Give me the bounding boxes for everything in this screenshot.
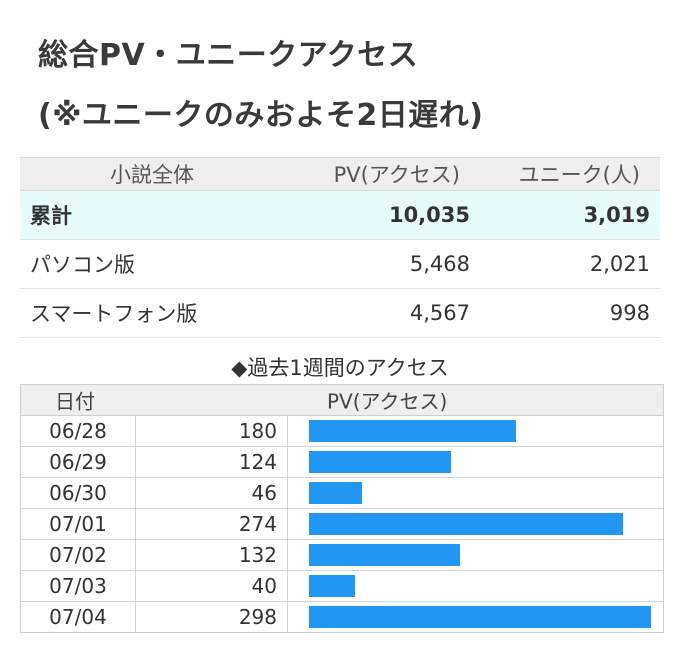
weekly-rows: 06/28 180 06/29 124 06/30 46 07/01 274 07/02 132 0…: [21, 416, 663, 632]
weekly-pv-bar: [309, 451, 451, 473]
weekly-title: ◆過去1週間のアクセス: [231, 356, 449, 380]
summary-row-pv: 4,567: [409, 301, 470, 325]
summary-header-pv: PV(アクセス): [333, 163, 460, 187]
weekly-pv-bar: [309, 606, 651, 628]
page-title: 総合PV・ユニークアクセス: [38, 38, 419, 73]
summary-header: 小説全体 PV(アクセス) ユニーク(人): [20, 157, 660, 191]
table-row: 07/03 40: [21, 571, 663, 602]
summary-row-unique: 998: [609, 301, 650, 325]
summary-row-unique: 2,021: [589, 252, 650, 276]
table-row: 06/28 180: [21, 416, 663, 447]
table-row: 06/30 46: [21, 478, 663, 509]
weekly-header: 日付 PV(アクセス): [21, 385, 663, 416]
weekly-pv-bar: [309, 544, 460, 566]
weekly-header-date: 日付: [55, 389, 95, 414]
table-row: 07/01 274: [21, 509, 663, 540]
summary-row-total: 累計 10,035 3,019: [20, 191, 660, 240]
table-row: 06/29 124: [21, 447, 663, 478]
weekly-pv-cell: 274: [136, 509, 288, 539]
table-row: 07/02 132: [21, 540, 663, 571]
weekly-date-cell: 07/03: [21, 571, 136, 601]
weekly-pv-cell: 40: [136, 571, 288, 601]
weekly-pv-cell: 124: [136, 447, 288, 477]
weekly-pv-cell: 132: [136, 540, 288, 570]
weekly-date-cell: 07/01: [21, 509, 136, 539]
weekly-pv-bar: [309, 482, 362, 504]
summary-row-pv: 5,468: [409, 252, 470, 276]
weekly-pv-bar: [309, 420, 516, 442]
weekly-header-pv: PV(アクセス): [327, 389, 448, 414]
summary-row-label: 累計: [30, 204, 72, 228]
weekly-pv-cell: 180: [136, 416, 288, 446]
summary-row-unique: 3,019: [583, 203, 650, 227]
summary-row-label: パソコン版: [30, 253, 135, 277]
weekly-pv-cell: 298: [136, 602, 288, 632]
weekly-date-cell: 06/30: [21, 478, 136, 508]
page-subtitle: (※ユニークのみおよそ2日遅れ): [38, 98, 484, 133]
weekly-pv-bar: [309, 575, 355, 597]
summary-row-pv: 10,035: [388, 203, 470, 227]
summary-row-smartphone: スマートフォン版 4,567 998: [20, 289, 660, 338]
weekly-date-cell: 07/04: [21, 602, 136, 632]
weekly-pv-bar: [309, 513, 623, 535]
summary-table: 小説全体 PV(アクセス) ユニーク(人) 累計 10,035 3,019 パソ…: [20, 157, 660, 338]
weekly-table: 日付 PV(アクセス) 06/28 180 06/29 124 06/30 46 07/01…: [20, 384, 664, 633]
summary-header-label: 小説全体: [110, 163, 194, 187]
summary-row-pc: パソコン版 5,468 2,021: [20, 240, 660, 289]
summary-header-unique: ユニーク(人): [518, 163, 640, 187]
weekly-date-cell: 06/29: [21, 447, 136, 477]
weekly-date-cell: 06/28: [21, 416, 136, 446]
summary-row-label: スマートフォン版: [30, 302, 198, 326]
table-row: 07/04 298: [21, 602, 663, 632]
weekly-date-cell: 07/02: [21, 540, 136, 570]
weekly-pv-cell: 46: [136, 478, 288, 508]
